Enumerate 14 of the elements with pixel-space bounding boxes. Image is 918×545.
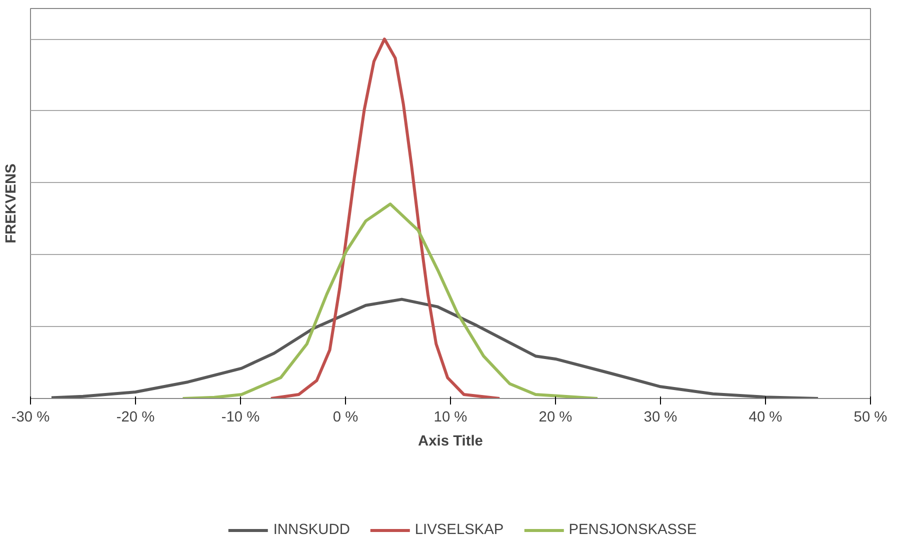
x-tick-label: -20 % (116, 410, 155, 426)
x-tick-label: 0 % (332, 410, 358, 426)
x-tick-label: -10 % (221, 410, 260, 426)
x-tick-label: 10 % (434, 410, 468, 426)
x-tick-label: 40 % (748, 410, 782, 426)
x-tick-label: 20 % (538, 410, 572, 426)
x-tick-label: 50 % (854, 410, 888, 426)
x-tick-label: 30 % (644, 410, 678, 426)
legend-label: INNSKUDD (273, 522, 350, 538)
legend-label: LIVSELSKAP (414, 522, 504, 538)
x-axis-title: Axis Title (418, 434, 483, 450)
y-axis-title: FREKVENS (4, 163, 20, 244)
x-tick-label: -30 % (11, 410, 50, 426)
legend-label: PENSJONSKASSE (568, 522, 697, 538)
